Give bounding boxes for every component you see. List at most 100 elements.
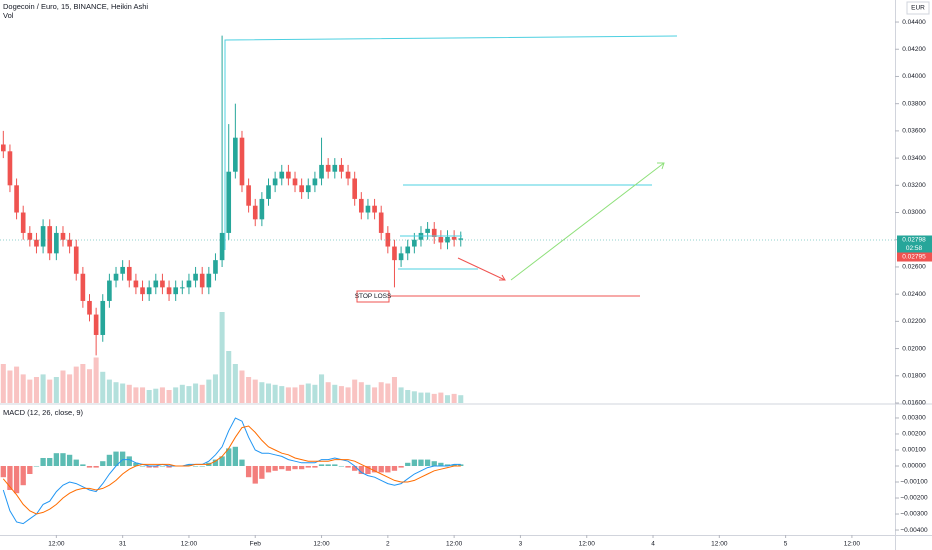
macd-histogram-bar (424, 459, 431, 466)
candle-body (332, 164, 338, 172)
down-arrow (457, 257, 506, 281)
currency-box[interactable] (906, 1, 930, 15)
volume-bar (425, 392, 431, 403)
candle-body (0, 144, 6, 152)
macd-histogram-bar (444, 464, 451, 466)
volume-bar (438, 392, 444, 403)
candle-body (186, 280, 192, 288)
x-tick-label: Feb (250, 541, 262, 548)
volume-bar (451, 393, 457, 403)
macd-histogram-bar (139, 465, 146, 467)
x-tick-label: 3 (519, 541, 523, 548)
candle-body (7, 151, 13, 186)
volume-bar (292, 387, 298, 403)
macd-histogram-bar (153, 465, 159, 468)
candle-body (193, 273, 198, 281)
candle-body (60, 232, 66, 240)
macd-histogram-bar (126, 456, 132, 466)
y-tick-label: 0.01600 (902, 400, 926, 407)
x-tick-label: 12:00 (48, 541, 65, 548)
candle-body (425, 228, 430, 233)
volume-bar (80, 364, 86, 403)
candle-body (34, 239, 39, 247)
volume-label: Vol (3, 11, 14, 20)
candle-body (40, 226, 46, 247)
candle-body (451, 237, 457, 240)
candle-body (173, 287, 179, 295)
volume-bar (67, 374, 73, 403)
volume-bar (232, 364, 238, 403)
x-tick-label: 12:00 (844, 541, 861, 548)
volume-bar (133, 387, 139, 403)
volume-bar (86, 369, 93, 403)
candle-body (179, 287, 185, 289)
volume-bar (179, 384, 185, 403)
macd-histogram-bar (66, 454, 73, 466)
macd-histogram-bar (80, 464, 86, 466)
volume-bar (265, 383, 272, 403)
candle-body (339, 164, 344, 172)
candle-body (299, 185, 304, 193)
volume-bar (100, 371, 106, 403)
macd-histogram-bar (259, 465, 265, 479)
macd-histogram-bar (0, 465, 6, 478)
volume-bar (153, 388, 159, 403)
volume-bar (246, 377, 252, 403)
macd-histogram-bar (106, 454, 113, 466)
volume-bar (193, 383, 199, 403)
macd-histogram-bar (298, 465, 305, 470)
x-tick-label: 5 (784, 541, 788, 548)
candle-body (133, 280, 139, 288)
macd-histogram-bar (60, 453, 66, 466)
volume-bar (332, 384, 338, 403)
macd-histogram-bar (133, 462, 139, 466)
macd-histogram-bar (418, 459, 424, 466)
macd-histogram-bar (371, 465, 378, 473)
candle-body (292, 178, 298, 186)
y-tick-label: 0.02400 (902, 291, 926, 298)
x-tick-label: 4 (651, 541, 655, 548)
down-arrow-head (499, 274, 506, 281)
macd-histogram-bar (431, 461, 437, 466)
macd-histogram-bar (312, 465, 318, 468)
volume-bar (33, 377, 39, 403)
volume-bar (14, 366, 20, 403)
y-tick-label: 0.03800 (902, 100, 926, 107)
y-tick-label: 0.00300 (902, 415, 926, 422)
volume-bar (159, 387, 165, 403)
volume-bar (93, 357, 99, 403)
volume-bar (391, 377, 397, 403)
y-tick-label: −0.00200 (900, 495, 928, 502)
volume-bar (60, 370, 66, 403)
macd-histogram-bar (272, 465, 278, 471)
macd-histogram-bar (285, 465, 292, 471)
macd-histogram-bar (146, 465, 152, 468)
candle-body (73, 246, 79, 274)
volume-bar (405, 390, 411, 403)
volume-bar (305, 383, 311, 403)
macd-histogram-bar (438, 462, 444, 466)
macd-histogram-bar (279, 465, 285, 470)
volume-bar (226, 351, 232, 403)
macd-histogram-bar (252, 465, 258, 484)
candle-body (305, 185, 311, 193)
macd-histogram-bar (265, 465, 272, 473)
volume-bar (272, 384, 278, 403)
candle-body (312, 178, 318, 186)
macd-title: MACD (12, 26, close, 9) (3, 408, 84, 417)
volume-bar (319, 374, 325, 403)
y-tick-label: 0.00000 (902, 463, 926, 470)
volume-bar (372, 387, 378, 403)
volume-bar (7, 370, 13, 403)
candle-body (14, 185, 19, 213)
drawings: STOP LOSS (224, 35, 678, 303)
macd-histogram-bar (166, 465, 172, 468)
last-price-tag (897, 235, 932, 245)
volume-bar (40, 374, 46, 403)
marks (0, 35, 895, 525)
candle-body (398, 253, 404, 261)
candle-body (233, 137, 238, 172)
currency-label[interactable]: EUR (911, 5, 925, 12)
y-tick-label: 0.04200 (902, 46, 926, 53)
